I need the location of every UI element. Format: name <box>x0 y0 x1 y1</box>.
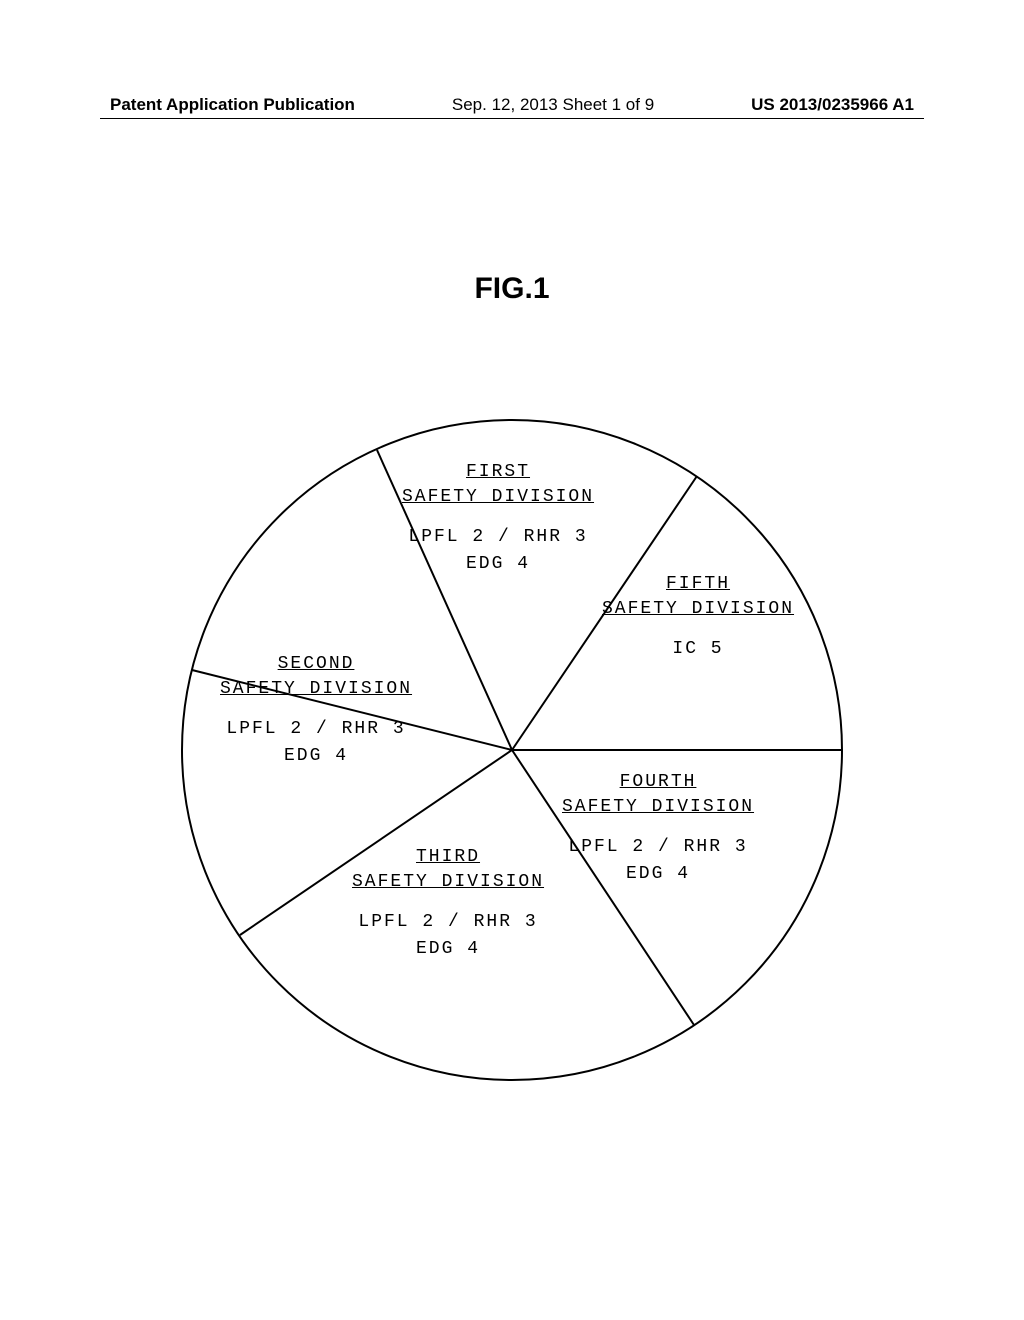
section-third: THIRDSAFETY DIVISION LPFL 2 / RHR 3EDG 4 <box>352 845 544 963</box>
section-title-line: SAFETY DIVISION <box>352 870 544 895</box>
page-header: Patent Application Publication Sep. 12, … <box>0 95 1024 115</box>
section-content-line: LPFL 2 / RHR 3 <box>220 716 412 743</box>
section-title-line: SAFETY DIVISION <box>602 597 794 622</box>
section-title-line: SECOND <box>220 652 412 677</box>
header-center-text: Sep. 12, 2013 Sheet 1 of 9 <box>452 95 654 115</box>
pie-diagram: FIRSTSAFETY DIVISIONLPFL 2 / RHR 3EDG 4F… <box>162 400 862 1100</box>
section-content-line: IC 5 <box>602 636 794 663</box>
section-title-line: FIFTH <box>602 572 794 597</box>
section-title-line: FOURTH <box>562 770 754 795</box>
section-content-line: LPFL 2 / RHR 3 <box>562 834 754 861</box>
figure-title: FIG.1 <box>0 272 1024 306</box>
section-title-line: FIRST <box>402 460 594 485</box>
section-content-line: EDG 4 <box>402 551 594 578</box>
section-second: SECONDSAFETY DIVISION LPFL 2 / RHR 3EDG 4 <box>220 652 412 770</box>
section-title-first: FIRSTSAFETY DIVISION <box>402 460 594 510</box>
section-title-line: SAFETY DIVISION <box>220 677 412 702</box>
header-right-text: US 2013/0235966 A1 <box>751 95 914 115</box>
section-content-line: LPFL 2 / RHR 3 <box>402 524 594 551</box>
section-title-fourth: FOURTHSAFETY DIVISION <box>562 770 754 820</box>
section-fourth: FOURTHSAFETY DIVISION LPFL 2 / RHR 3EDG 4 <box>562 770 754 888</box>
section-title-third: THIRDSAFETY DIVISION <box>352 845 544 895</box>
section-content-line: EDG 4 <box>562 861 754 888</box>
section-fifth: FIFTHSAFETY DIVISION IC 5 <box>602 572 794 663</box>
section-title-line: SAFETY DIVISION <box>562 795 754 820</box>
section-content-line: EDG 4 <box>220 743 412 770</box>
header-divider <box>100 118 924 119</box>
section-title-line: THIRD <box>352 845 544 870</box>
section-title-line: SAFETY DIVISION <box>402 485 594 510</box>
section-title-fifth: FIFTHSAFETY DIVISION <box>602 572 794 622</box>
section-content-line: LPFL 2 / RHR 3 <box>352 909 544 936</box>
section-first: FIRSTSAFETY DIVISION LPFL 2 / RHR 3EDG 4 <box>402 460 594 578</box>
section-title-second: SECONDSAFETY DIVISION <box>220 652 412 702</box>
header-left-text: Patent Application Publication <box>110 95 355 115</box>
section-content-line: EDG 4 <box>352 936 544 963</box>
